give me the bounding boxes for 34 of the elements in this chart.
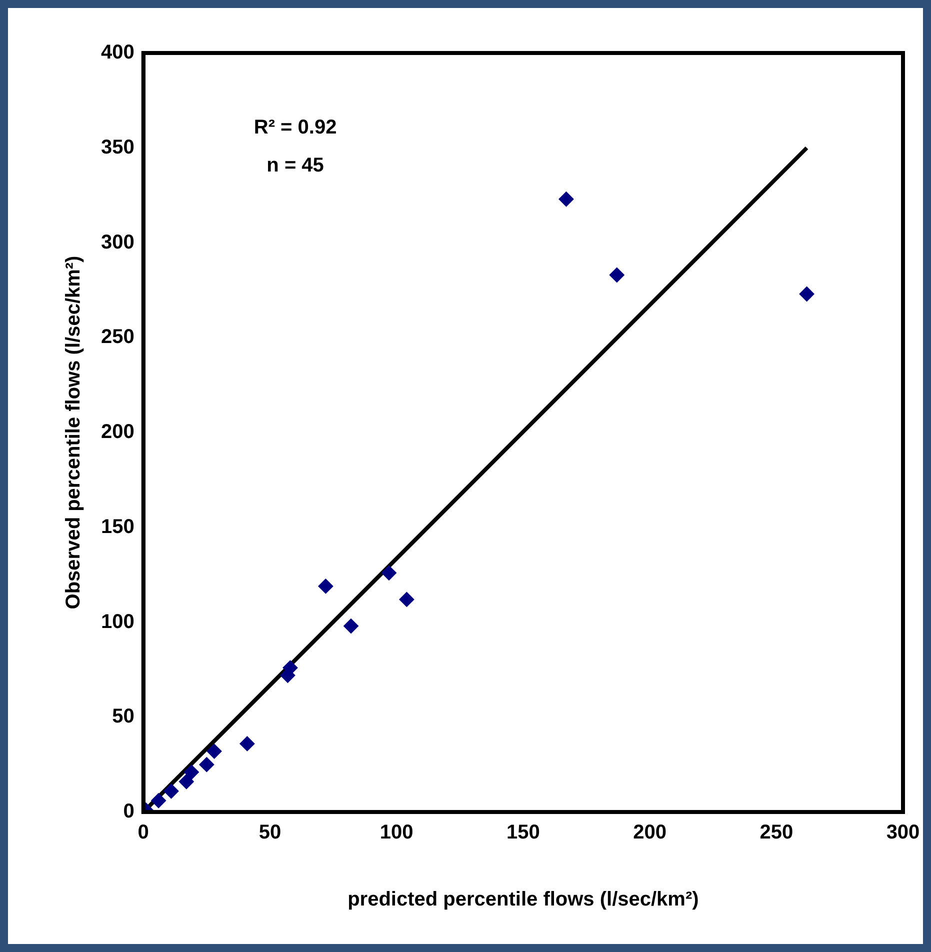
point: [151, 793, 166, 808]
y-tick-label: 100: [100, 610, 134, 633]
y-tick-label: 300: [100, 231, 134, 254]
annotation: n = 45: [266, 154, 324, 177]
point: [344, 618, 358, 634]
y-tick-label: 0: [123, 800, 134, 823]
point: [318, 578, 334, 594]
x-axis-title: predicted percentile flows (l/sec/km²): [348, 888, 699, 911]
x-tick-label: 100: [380, 822, 414, 844]
point: [399, 592, 414, 607]
annotation: R² = 0.92: [254, 116, 337, 139]
point: [799, 286, 814, 302]
y-tick-label: 250: [100, 326, 134, 348]
point: [609, 268, 624, 283]
x-tick-label: 300: [886, 822, 920, 844]
x-tick-label: 150: [506, 822, 540, 844]
point: [199, 757, 214, 772]
point: [558, 192, 574, 207]
y-tick-label: 400: [100, 42, 134, 64]
point: [240, 736, 255, 752]
point: [206, 744, 222, 759]
x-tick-label: 200: [633, 822, 666, 844]
y-axis-title: Observed percentile flows (l/sec/km²): [62, 256, 85, 610]
point: [164, 784, 179, 799]
y-tick-label: 350: [100, 136, 134, 158]
x-tick-label: 0: [138, 822, 149, 844]
y-tick-label: 150: [100, 516, 134, 538]
point: [178, 774, 194, 790]
x-tick-label: 50: [258, 822, 282, 844]
y-tick-label: 50: [112, 706, 134, 728]
point: [184, 764, 199, 780]
point: [381, 565, 396, 580]
x-tick-label: 250: [760, 822, 794, 844]
y-tick-label: 200: [100, 421, 134, 444]
